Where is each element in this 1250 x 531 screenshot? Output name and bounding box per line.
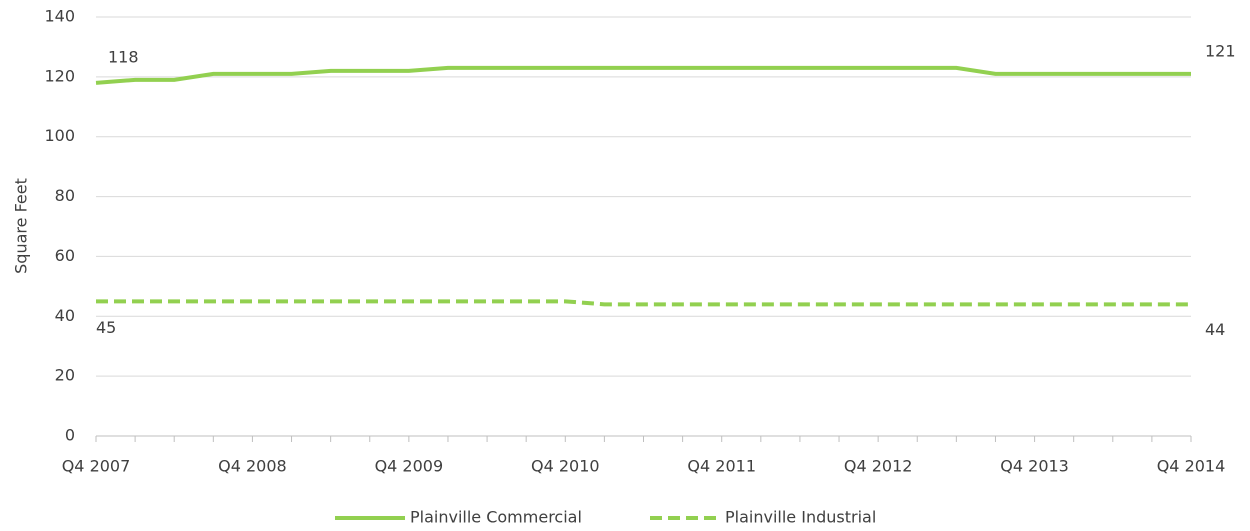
y-tick-label: 140 <box>44 7 75 26</box>
y-tick-label: 120 <box>44 66 75 85</box>
x-tick-label: Q4 2009 <box>375 457 444 476</box>
legend-label: Plainville Industrial <box>725 508 876 527</box>
y-tick-label: 80 <box>55 186 75 205</box>
series-line <box>96 299 1191 307</box>
y-tick-label: 0 <box>65 426 75 445</box>
x-tick-label: Q4 2014 <box>1157 457 1226 476</box>
x-tick-label: Q4 2012 <box>844 457 913 476</box>
x-tick-label: Q4 2011 <box>687 457 756 476</box>
x-tick-label: Q4 2008 <box>218 457 287 476</box>
data-label: 121 <box>1205 41 1236 60</box>
x-tick-label: Q4 2007 <box>62 457 131 476</box>
y-tick-label: 60 <box>55 246 75 265</box>
x-tick-label: Q4 2013 <box>1000 457 1069 476</box>
data-label: 45 <box>96 318 116 337</box>
x-tick-label: Q4 2010 <box>531 457 600 476</box>
y-tick-label: 20 <box>55 366 75 385</box>
data-label: 118 <box>108 47 139 66</box>
y-tick-label: 40 <box>55 306 75 325</box>
y-axis-label: Square Feet <box>12 178 31 274</box>
data-label: 44 <box>1205 320 1225 339</box>
legend-label: Plainville Commercial <box>410 508 582 527</box>
series-line <box>95 65 1191 85</box>
y-tick-label: 100 <box>44 126 75 145</box>
